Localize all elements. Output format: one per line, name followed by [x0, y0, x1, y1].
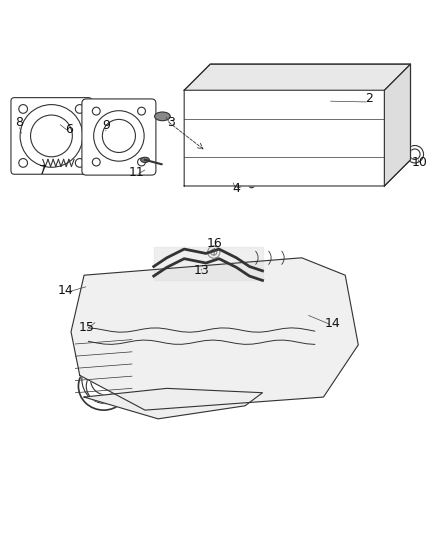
Ellipse shape	[234, 179, 243, 187]
Polygon shape	[184, 64, 410, 186]
Text: 9: 9	[102, 118, 110, 132]
Text: 15: 15	[78, 321, 94, 334]
Text: 16: 16	[207, 237, 223, 250]
Text: 14: 14	[58, 284, 74, 297]
Polygon shape	[71, 258, 358, 410]
Text: 13: 13	[194, 264, 209, 277]
Polygon shape	[184, 64, 410, 90]
Text: 7: 7	[39, 164, 47, 177]
Text: 4: 4	[233, 182, 240, 195]
Polygon shape	[84, 389, 262, 419]
Ellipse shape	[155, 112, 170, 120]
Polygon shape	[385, 64, 410, 186]
Text: 3: 3	[167, 116, 175, 130]
Ellipse shape	[141, 157, 149, 163]
Text: 10: 10	[411, 156, 427, 168]
Ellipse shape	[249, 182, 254, 188]
Text: 14: 14	[324, 317, 340, 329]
Text: 11: 11	[128, 166, 144, 180]
FancyBboxPatch shape	[82, 99, 156, 175]
Text: 6: 6	[65, 123, 73, 136]
Text: 8: 8	[15, 116, 23, 130]
FancyBboxPatch shape	[11, 98, 92, 174]
Text: 2: 2	[365, 92, 373, 106]
